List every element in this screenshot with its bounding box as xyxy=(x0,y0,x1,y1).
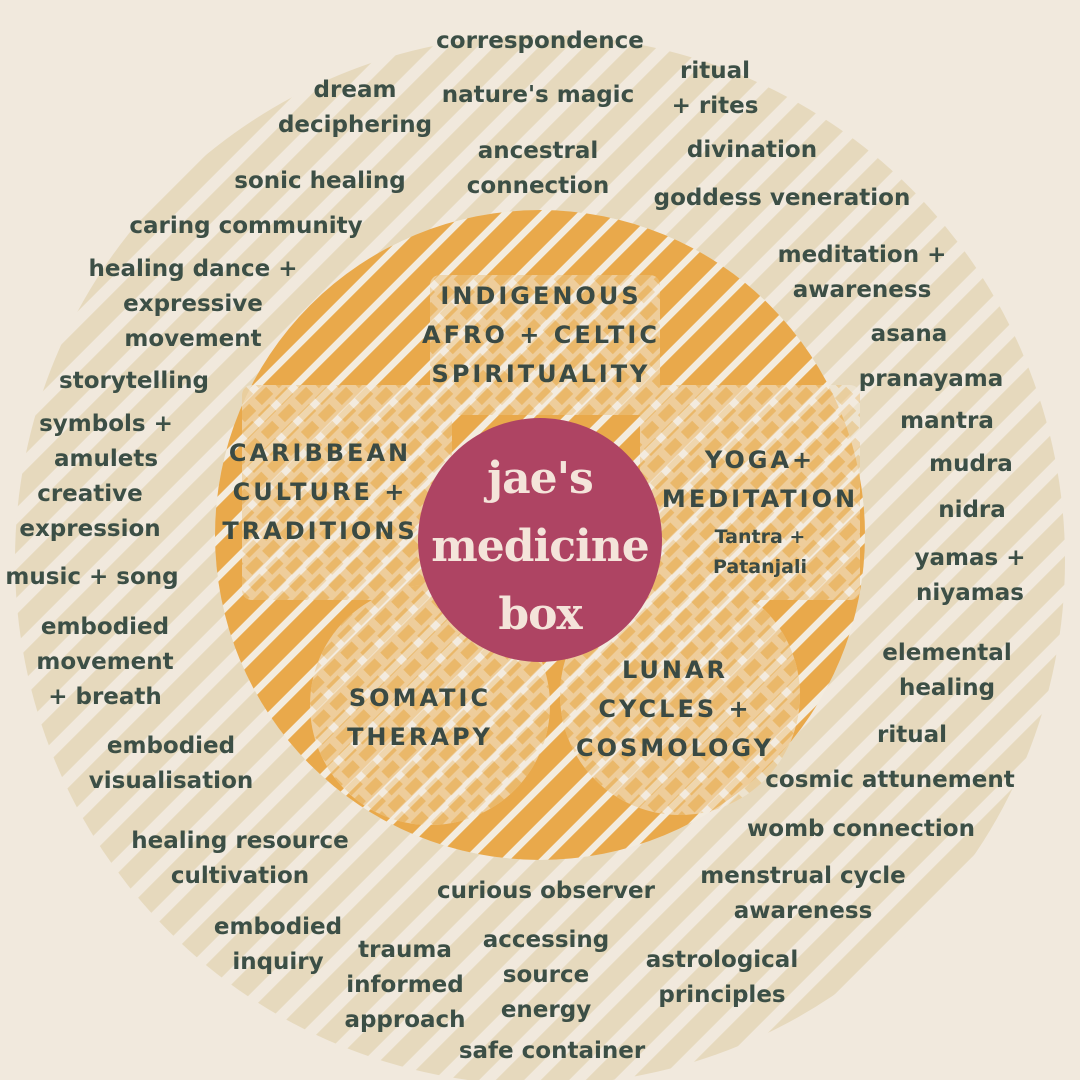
label-goddess-veneration: goddess veneration xyxy=(653,185,911,211)
label-astrological: astrological principles xyxy=(645,947,799,1008)
label-embodied-visualisation: embodied visualisation xyxy=(88,733,254,794)
label-ritual-rites: ritual + rites xyxy=(671,58,759,119)
core-somatic: SOMATIC THERAPY xyxy=(347,684,493,751)
label-ancestral-connection: ancestral connection xyxy=(466,138,610,199)
label-symbols-amulets: symbols + amulets xyxy=(39,411,173,472)
label-womb-connection: womb connection xyxy=(747,816,975,842)
core-yoga: YOGA+ MEDITATION xyxy=(661,446,859,513)
core-yoga-sub: Tantra + Patanjali xyxy=(712,526,808,578)
label-cosmic-attunement: cosmic attunement xyxy=(765,767,1015,793)
label-healing-dance: healing dance + expressive movement xyxy=(88,256,298,352)
center-title: jae's medicine box xyxy=(431,453,650,640)
center-disc xyxy=(418,418,662,662)
label-divination: divination xyxy=(686,137,818,163)
core-caribbean: CARIBBEAN CULTURE + TRADITIONS xyxy=(222,439,418,545)
label-yamas-niyamas: yamas + niyamas xyxy=(914,545,1026,606)
label-embodied-movement: embodied movement + breath xyxy=(36,614,174,710)
core-indigenous: INDIGENOUS AFRO + CELTIC SPIRITUALITY xyxy=(422,282,660,388)
label-pranayama: pranayama xyxy=(858,366,1004,392)
label-healing-resource: healing resource cultivation xyxy=(131,828,349,889)
label-meditation-awareness: meditation + awareness xyxy=(777,242,947,303)
label-safe-container: safe container xyxy=(458,1038,646,1064)
label-accessing-source: accessing source energy xyxy=(482,927,610,1023)
core-lunar: LUNAR CYCLES + COSMOLOGY xyxy=(576,656,774,762)
label-asana: asana xyxy=(870,321,948,347)
label-sonic-healing: sonic healing xyxy=(234,168,406,194)
label-nidra: nidra xyxy=(938,497,1006,523)
label-trauma-informed: trauma informed approach xyxy=(344,937,466,1033)
label-ritual: ritual xyxy=(877,722,947,748)
label-mudra: mudra xyxy=(929,451,1013,477)
label-creative-expression: creative expression xyxy=(19,481,161,542)
label-mantra: mantra xyxy=(900,408,994,434)
label-curious-observer: curious observer xyxy=(437,878,655,904)
label-dream-deciphering: dream deciphering xyxy=(277,77,433,138)
label-elemental-healing: elemental healing xyxy=(882,640,1012,701)
label-natures-magic: nature's magic xyxy=(441,82,635,108)
label-caring-community: caring community xyxy=(129,213,363,239)
label-correspondence: correspondence xyxy=(436,28,644,54)
label-storytelling: storytelling xyxy=(59,368,209,394)
label-embodied-inquiry: embodied inquiry xyxy=(213,914,343,975)
label-music-song: music + song xyxy=(5,564,179,590)
label-menstrual-cycle: menstrual cycle awareness xyxy=(700,863,906,924)
